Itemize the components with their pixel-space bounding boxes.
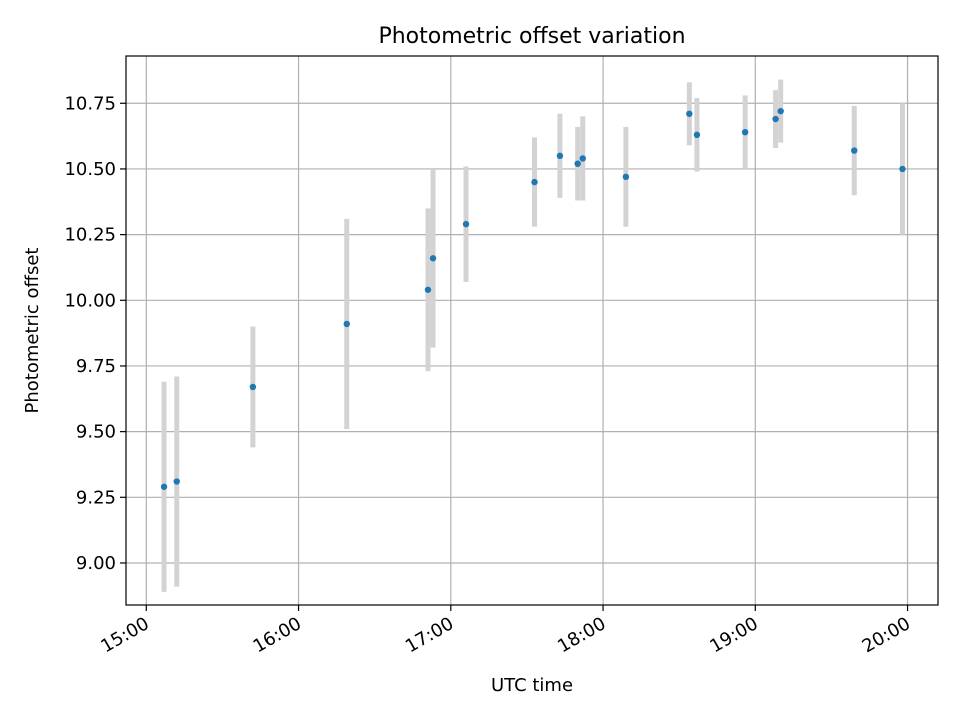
y-tick-label: 10.25 [64,225,116,246]
y-tick-label: 9.75 [76,356,116,377]
data-point [579,155,586,162]
data-point [622,173,630,181]
data-point [693,131,701,139]
data-point [741,128,749,136]
data-point [777,107,784,115]
y-tick-label: 10.75 [64,93,116,114]
data-point [424,286,432,293]
y-axis-label: Photometric offset [22,248,43,414]
data-point [851,147,858,154]
y-tick-label: 9.00 [76,553,116,574]
data-point [462,220,470,228]
data-point [160,483,168,490]
chart-title: Photometric offset variation [378,24,685,49]
data-point [772,115,779,123]
y-tick-label: 9.50 [76,422,116,443]
x-axis-label: UTC time [491,675,573,696]
grid-lines [126,56,938,605]
y-tick-label: 10.00 [64,290,116,311]
data-point [899,165,906,173]
data-point [556,152,564,160]
data-point [574,160,581,167]
data-point [429,255,437,262]
data-point [343,320,350,328]
y-tick-label: 9.25 [76,487,116,508]
data-point [531,178,538,186]
data-points [160,107,906,490]
plot-frame [125,55,939,606]
data-point [686,110,693,117]
y-tick-label: 10.50 [64,159,116,180]
data-point [173,478,180,485]
data-point [249,383,257,391]
